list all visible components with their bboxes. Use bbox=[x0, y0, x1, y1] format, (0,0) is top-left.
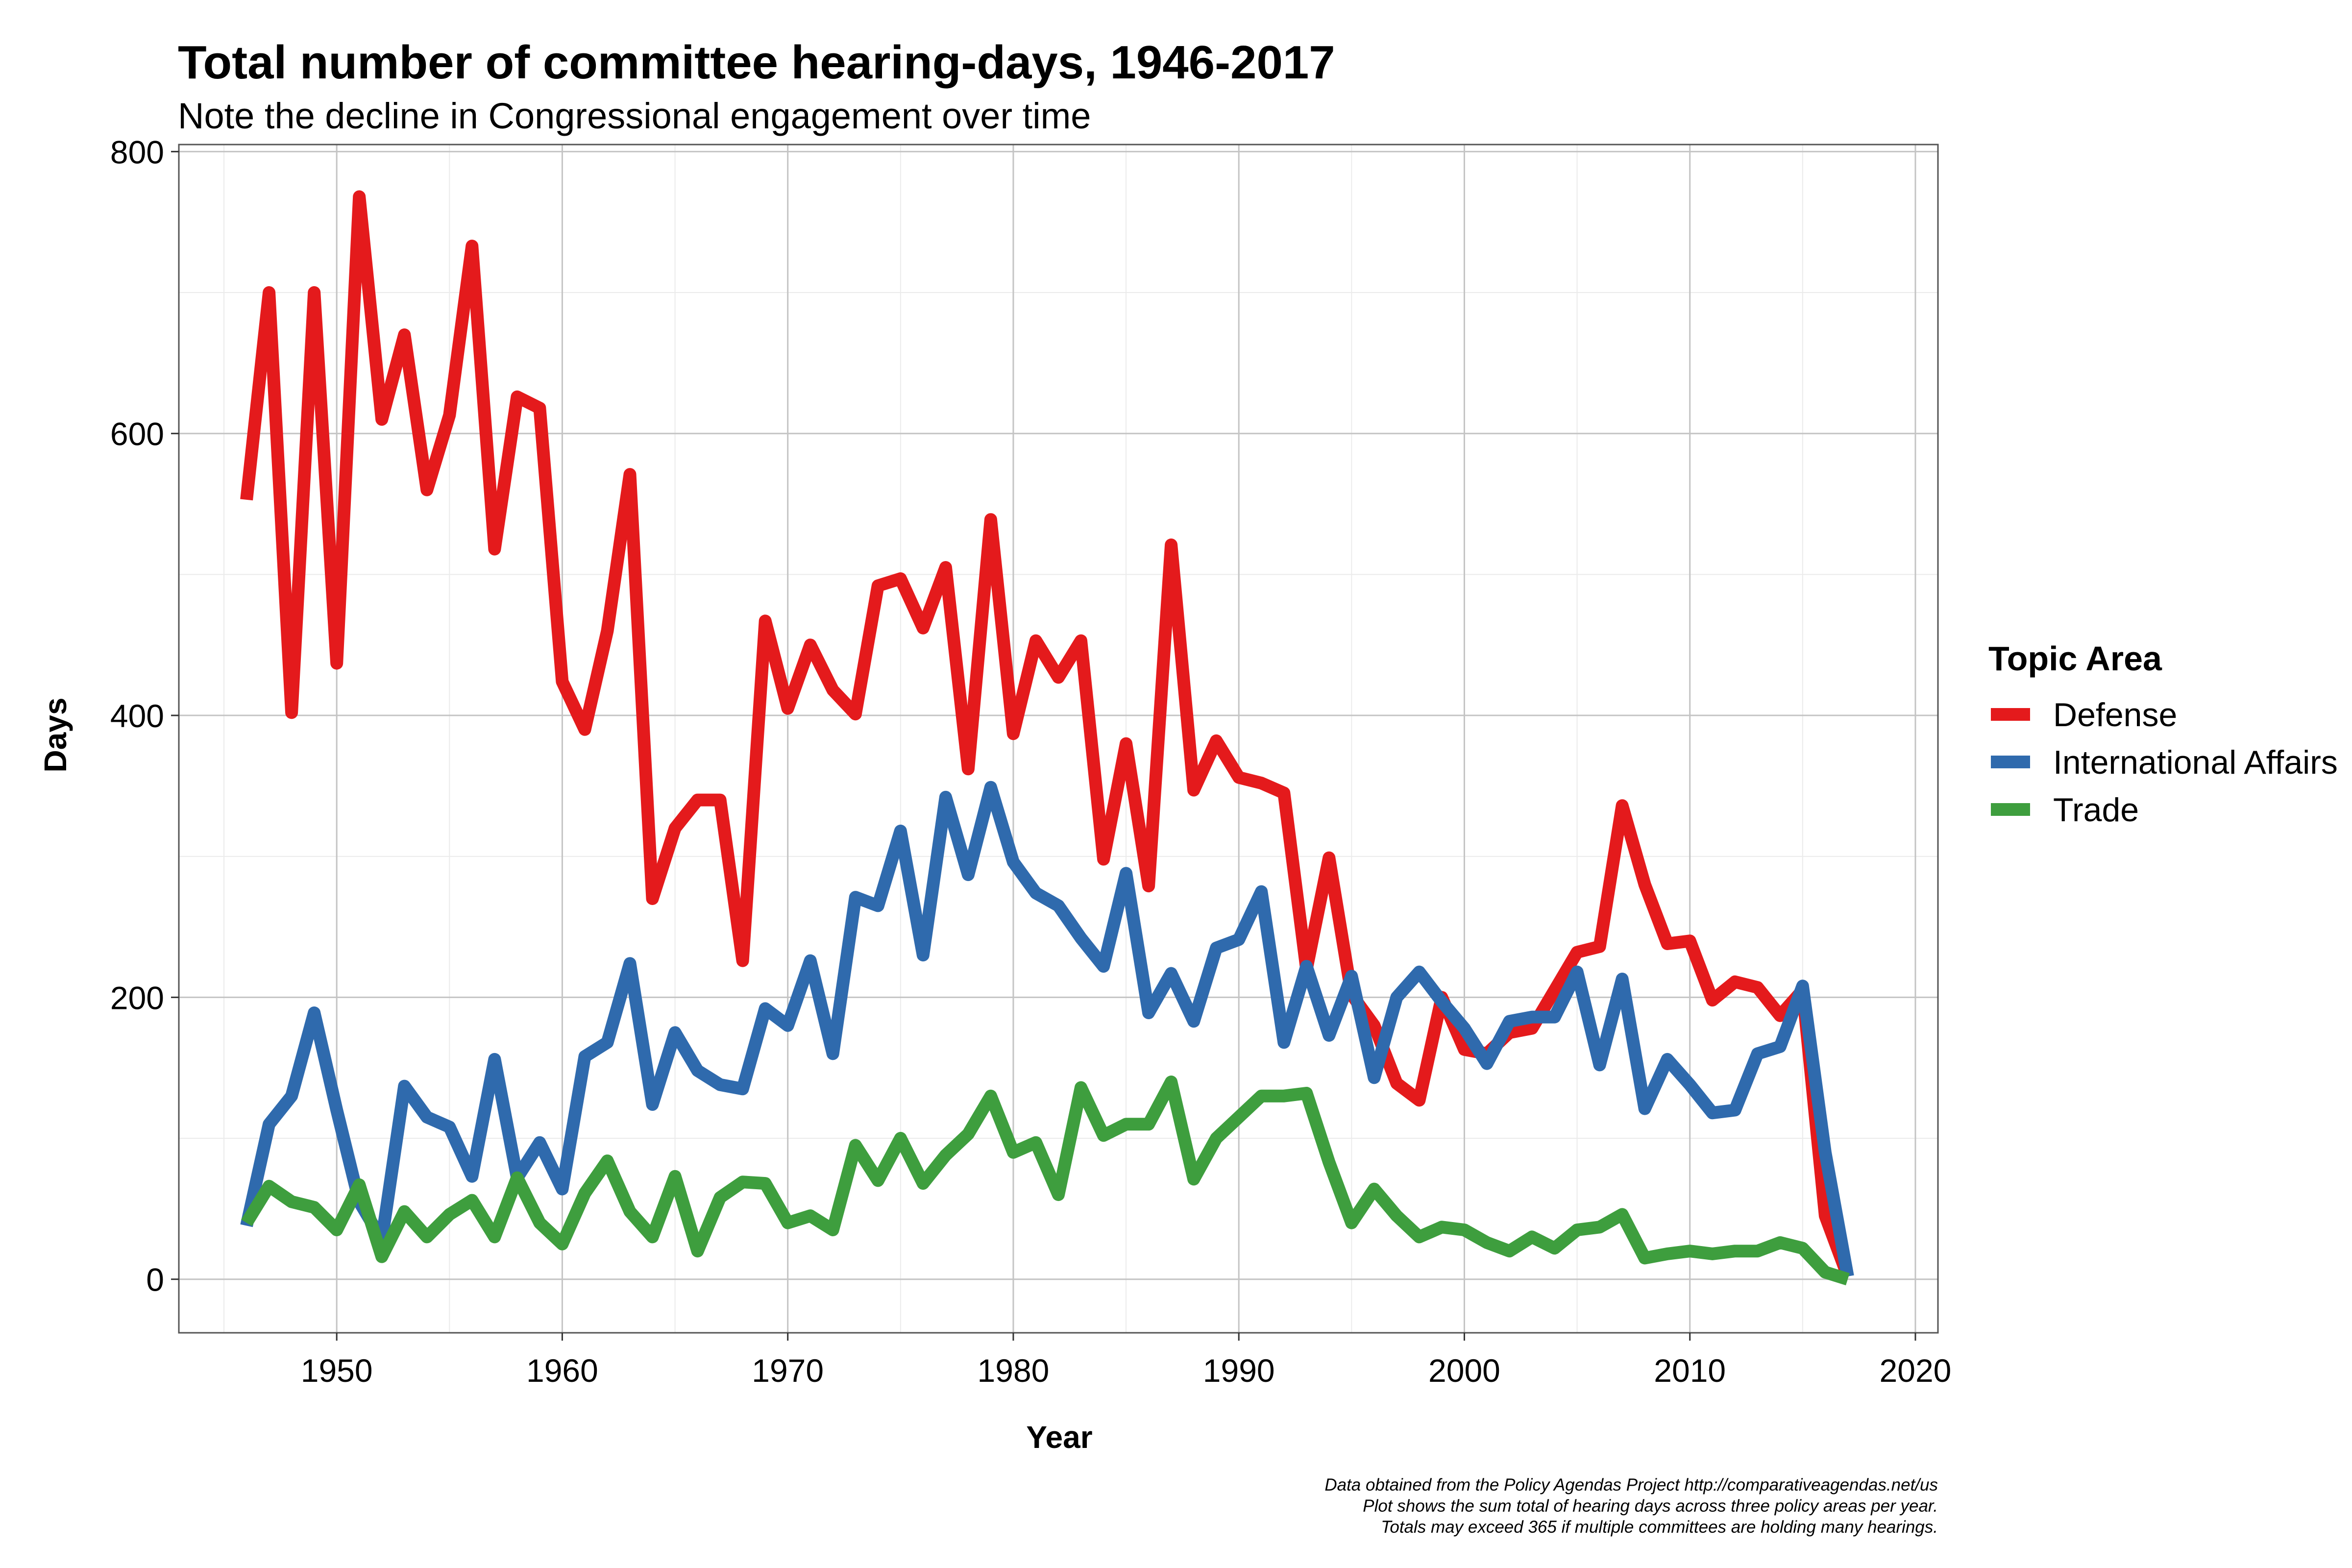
y-tick-label: 800 bbox=[110, 134, 164, 170]
legend-label-trade: Trade bbox=[2053, 791, 2139, 829]
y-tick-label: 200 bbox=[110, 980, 164, 1016]
legend-label-defense: Defense bbox=[2053, 696, 2177, 734]
legend: Topic Area Defense International Affairs T… bbox=[1988, 639, 2338, 829]
caption-line-3: Totals may exceed 365 if multiple commit… bbox=[1381, 1518, 1938, 1537]
x-tick-label: 2010 bbox=[1654, 1352, 1726, 1389]
legend-title: Topic Area bbox=[1988, 639, 2162, 678]
y-tick-label: 600 bbox=[110, 416, 164, 452]
x-tick-label: 2020 bbox=[1880, 1352, 1952, 1389]
caption-line-1: Data obtained from the Policy Agendas Pr… bbox=[1324, 1475, 1938, 1494]
caption: Data obtained from the Policy Agendas Pr… bbox=[1324, 1475, 1938, 1537]
series-line-trade bbox=[241, 1076, 1850, 1286]
x-axis-title: Year bbox=[1026, 1420, 1092, 1455]
plot-panel bbox=[179, 145, 1938, 1333]
legend-label-international-affairs: International Affairs bbox=[2053, 744, 2338, 781]
x-tick-label: 2000 bbox=[1428, 1352, 1500, 1389]
plot-frame bbox=[178, 144, 1939, 1334]
x-tick-label: 1990 bbox=[1203, 1352, 1275, 1389]
x-tick-label: 1960 bbox=[526, 1352, 598, 1389]
series-layer bbox=[240, 190, 1854, 1286]
x-axis-ticks: 1950 1960 1970 1980 1990 2000 2010 2020 bbox=[301, 1333, 1952, 1389]
caption-line-2: Plot shows the sum total of hearing days… bbox=[1363, 1496, 1938, 1516]
x-tick-label: 1980 bbox=[978, 1352, 1050, 1389]
y-tick-label: 0 bbox=[146, 1262, 164, 1298]
series-line-defense bbox=[240, 190, 1854, 1279]
y-tick-label: 400 bbox=[110, 698, 164, 734]
chart-title: Total number of committee hearing-days, … bbox=[178, 36, 1335, 89]
series-line-international-affairs bbox=[240, 781, 1854, 1278]
x-tick-label: 1950 bbox=[301, 1352, 373, 1389]
chart-subtitle: Note the decline in Congressional engage… bbox=[178, 96, 1091, 136]
y-axis-title: Days bbox=[38, 698, 73, 773]
plot-background bbox=[179, 145, 1938, 1333]
x-tick-label: 1970 bbox=[752, 1352, 824, 1389]
y-axis-ticks: 0 200 400 600 800 bbox=[110, 134, 179, 1298]
